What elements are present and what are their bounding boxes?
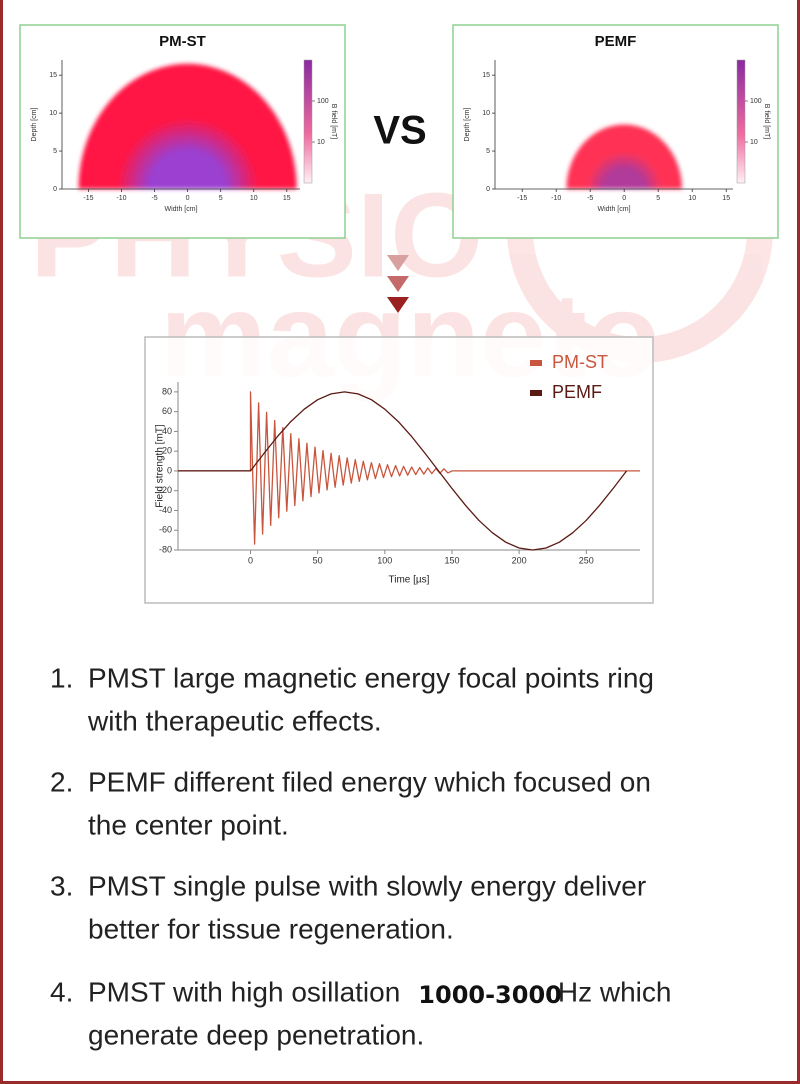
colorbar-label: B field [mT] <box>763 104 770 139</box>
list-line: with therapeutic effects. <box>87 705 382 736</box>
list-line: PMST large magnetic energy focal points … <box>88 662 654 693</box>
x-tick-label: -15 <box>517 195 527 202</box>
x-tick-label: -5 <box>151 195 157 202</box>
list-number: 4. <box>50 976 73 1007</box>
y-tick-label: -60 <box>159 525 172 535</box>
legend-swatch <box>530 390 542 396</box>
line-chart: 0 50 100 150 200 250 -80 -60 -40 -20 0 20 40 60 80 Time… <box>144 336 654 604</box>
field-region <box>566 124 682 189</box>
x-tick-label: 15 <box>722 195 730 202</box>
list-number: 1. <box>50 662 73 693</box>
x-tick-label: -5 <box>587 195 593 202</box>
x-tick-label: 250 <box>579 555 594 565</box>
frequency-range: 1000-3000 <box>418 981 562 1009</box>
list-number: 2. <box>50 766 73 797</box>
y-tick-label: 10 <box>49 110 57 117</box>
legend-label: PM-ST <box>552 352 608 372</box>
x-tick-label: 200 <box>512 555 527 565</box>
x-tick-label: 0 <box>186 195 190 202</box>
field-map: PM-ST -15 -10 -5 0 5 10 15 0 5 10 15 Width [cm] Depth… <box>19 24 346 239</box>
y-axis-label: Field strength [mT] <box>155 424 166 508</box>
frequency-unit: Hz which <box>558 976 672 1007</box>
series-line <box>178 391 640 545</box>
list-number: 3. <box>50 870 73 901</box>
colorbar-tick-label: 100 <box>317 98 329 105</box>
field-region <box>78 63 297 190</box>
y-tick-label: 80 <box>162 386 172 396</box>
map-title: PEMF <box>595 33 637 50</box>
colorbar-tick-label: 100 <box>750 98 762 105</box>
x-axis-label: Width [cm] <box>597 206 630 213</box>
x-tick-label: 0 <box>622 195 626 202</box>
x-tick-label: 5 <box>656 195 660 202</box>
colorbar-tick-label: 10 <box>317 139 325 146</box>
y-tick-label: 60 <box>162 406 172 416</box>
vs-label: VS <box>373 109 426 153</box>
y-tick-label: 15 <box>482 72 490 79</box>
chart-frame <box>144 336 654 604</box>
colorbar <box>303 59 313 184</box>
x-tick-label: 5 <box>219 195 223 202</box>
colorbar <box>736 59 746 184</box>
series-line <box>178 391 628 551</box>
x-tick-label: -15 <box>83 195 93 202</box>
map-title: PM-ST <box>159 33 206 50</box>
list-line: PMST with high osillation <box>88 976 400 1007</box>
x-tick-label: 150 <box>444 555 459 565</box>
x-tick-label: 10 <box>688 195 696 202</box>
list-line: better for tissue regeneration. <box>88 913 454 944</box>
y-tick-label: 40 <box>162 426 172 436</box>
legend-label: PEMF <box>552 382 602 402</box>
y-tick-label: 5 <box>486 148 490 155</box>
y-tick-label: 10 <box>482 110 490 117</box>
x-tick-label: 0 <box>248 555 253 565</box>
colorbar-label: B field [mT] <box>330 104 337 139</box>
x-tick-label: 100 <box>377 555 392 565</box>
legend-swatch <box>530 360 542 366</box>
x-tick-label: 10 <box>250 195 258 202</box>
y-tick-label: -80 <box>159 544 172 554</box>
arrow-triangle <box>387 297 409 313</box>
list-line: PEMF different filed energy which focuse… <box>88 766 651 797</box>
y-axis-label: Depth [cm] <box>464 108 471 142</box>
list-line: the center point. <box>88 809 289 840</box>
x-tick-label: 50 <box>313 555 323 565</box>
colorbar-tick-label: 10 <box>750 139 758 146</box>
x-tick-label: -10 <box>551 195 561 202</box>
x-axis-label: Time [µs] <box>389 575 430 586</box>
field-map: PEMF -15 -10 -5 0 5 10 15 0 5 10 15 Width [cm] Depth … <box>452 24 779 239</box>
y-tick-label: 0 <box>167 465 172 475</box>
list-line: generate deep penetration. <box>88 1019 424 1050</box>
y-tick-label: -40 <box>159 505 172 515</box>
y-axis-label: Depth [cm] <box>31 108 38 142</box>
y-tick-label: 15 <box>49 72 57 79</box>
x-tick-label: 15 <box>283 195 291 202</box>
y-tick-label: -20 <box>159 485 172 495</box>
y-tick-label: 0 <box>53 186 57 193</box>
y-tick-label: 0 <box>486 186 490 193</box>
arrow-triangle <box>387 276 409 292</box>
y-tick-label: 20 <box>162 446 172 456</box>
arrow-triangle <box>387 255 409 271</box>
y-tick-label: 5 <box>53 148 57 155</box>
list-line: PMST single pulse with slowly energy del… <box>88 870 646 901</box>
x-tick-label: -10 <box>116 195 126 202</box>
x-axis-label: Width [cm] <box>164 206 197 213</box>
